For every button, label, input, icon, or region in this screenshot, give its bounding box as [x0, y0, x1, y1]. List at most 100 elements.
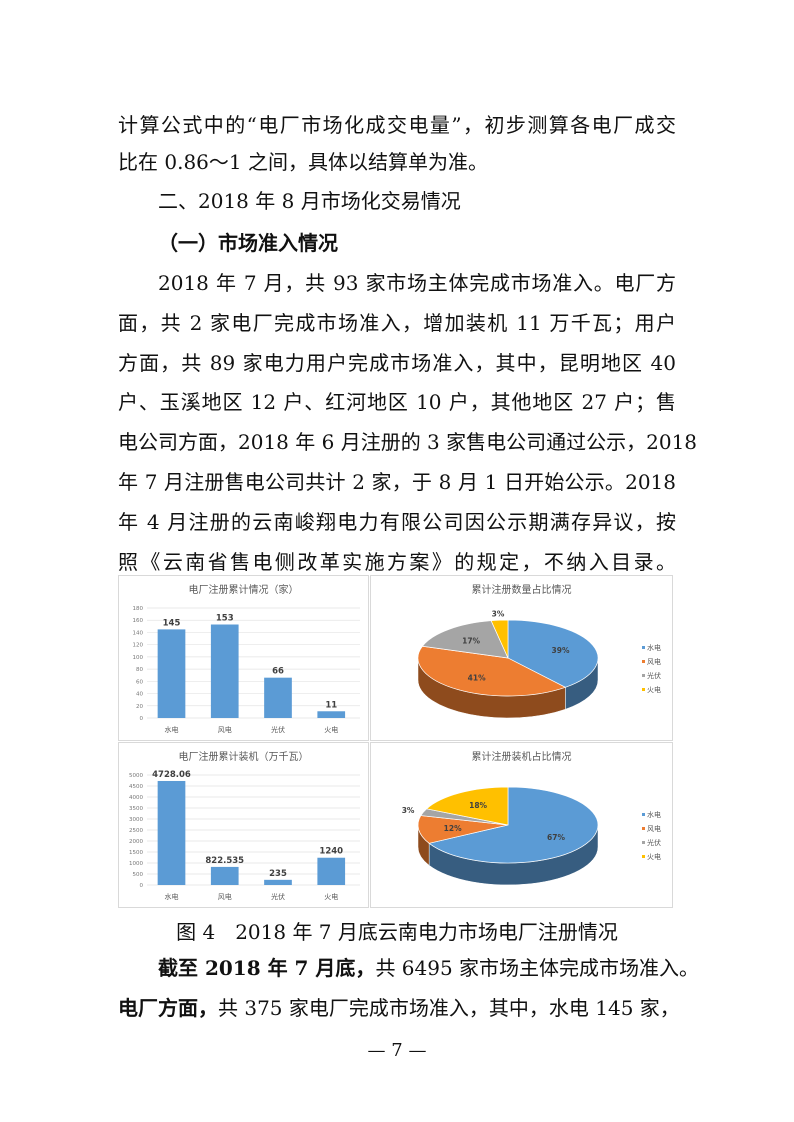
- data-label: 235: [269, 869, 287, 879]
- pie-slice: [490, 619, 509, 659]
- y-tick-label: 500: [133, 872, 144, 878]
- data-label: 3%: [402, 806, 415, 815]
- legend-swatch: [642, 646, 645, 649]
- text-line: 2018 年 7 月，共 93 家市场主体完成市场准入。电厂方: [158, 271, 676, 295]
- bar: [210, 866, 239, 885]
- x-tick-label: 风电: [218, 725, 232, 734]
- section-heading: 二、2018 年 8 月市场化交易情况: [158, 189, 461, 213]
- y-tick-label: 40: [136, 692, 143, 698]
- text-line: 户、玉溪地区 12 户、红河地区 10 户，其他地区 27 户；售: [118, 390, 676, 414]
- y-tick-label: 60: [136, 679, 143, 685]
- x-tick-label: 光伏: [271, 725, 285, 734]
- pie-chart-capacity-share: 累计注册装机占比情况 67% 12% 3% 18% 水电风电光伏火电: [370, 742, 673, 908]
- legend-label: 火电: [647, 685, 661, 694]
- text-line: 方面，共 89 家电力用户完成市场准入，其中，昆明地区 40: [118, 351, 676, 375]
- data-label: 153: [216, 614, 234, 624]
- y-tick-label: 100: [133, 655, 144, 661]
- data-label: 66: [272, 667, 284, 677]
- legend-label: 光伏: [647, 838, 661, 847]
- x-tick-label: 光伏: [271, 892, 285, 901]
- text-line: 照《云南省售电侧改革实施方案》的规定，不纳入目录。: [118, 550, 676, 574]
- chart-title: 累计注册数量占比情况: [472, 583, 572, 596]
- legend-label: 火电: [647, 852, 661, 861]
- pie-slice: [425, 786, 509, 826]
- legend-swatch: [642, 855, 645, 858]
- bar-chart-capacity: 电厂注册累计装机（万千瓦） 0 500 1000 1500 2000 2500 3000 350…: [118, 742, 369, 908]
- bar: [317, 857, 346, 885]
- data-label: 4728.06: [152, 770, 191, 780]
- bar: [157, 780, 186, 885]
- data-label: 12%: [444, 824, 462, 833]
- y-tick-label: 3500: [129, 806, 143, 812]
- legend-swatch: [642, 841, 645, 844]
- legend-swatch: [642, 688, 645, 691]
- pie-slice: [417, 645, 567, 697]
- x-tick-label: 风电: [218, 892, 232, 901]
- data-label: 1240: [319, 847, 343, 857]
- data-label: 3%: [492, 609, 505, 618]
- y-tick-label: 140: [133, 630, 144, 636]
- text-line: 计算公式中的“电厂市场化成交电量”，初步测算各电厂成交: [118, 113, 676, 137]
- y-tick-label: 2000: [129, 839, 143, 845]
- text: 共 375 家电厂完成市场准入，其中，水电 145 家，: [218, 996, 680, 1020]
- y-tick-label: 3000: [129, 817, 143, 823]
- legend-swatch: [642, 813, 645, 816]
- legend-label: 风电: [647, 824, 661, 833]
- pie-slice: [428, 786, 599, 864]
- text-line: 电公司方面，2018 年 6 月注册的 3 家售电公司通过公示，2018: [118, 430, 698, 454]
- bar: [264, 879, 292, 885]
- data-label: 17%: [462, 636, 480, 645]
- y-tick-label: 80: [136, 667, 143, 673]
- data-label: 822.535: [205, 856, 244, 866]
- pie-chart-count-share: 累计注册数量占比情况 39% 41% 17% 3% 水电 风电 光伏 火电: [370, 575, 673, 741]
- y-tick-label: 2500: [129, 828, 143, 834]
- legend-swatch: [642, 827, 645, 830]
- y-tick-label: 180: [133, 606, 144, 612]
- text-line: 面，共 2 家电厂完成市场准入，增加装机 11 万千瓦；用户: [118, 311, 676, 335]
- y-tick-label: 160: [133, 618, 144, 624]
- data-label: 39%: [552, 646, 570, 655]
- legend-swatch: [642, 674, 645, 677]
- page-number: — 7 —: [367, 1040, 427, 1061]
- bar: [157, 629, 186, 718]
- text-line: 截至 2018 年 7 月底，共 6495 家市场主体完成市场准入。: [158, 956, 699, 980]
- chart-title: 累计注册装机占比情况: [472, 750, 572, 763]
- legend-label: 风电: [647, 657, 661, 666]
- bar: [264, 677, 292, 718]
- bar: [210, 624, 239, 718]
- pie-slice: [421, 620, 509, 659]
- y-tick-label: 120: [133, 643, 144, 649]
- legend-label: 水电: [647, 643, 661, 652]
- chart-title: 电厂注册累计情况（家）: [189, 583, 299, 596]
- y-tick-label: 20: [136, 704, 143, 710]
- text-line: 比在 0.86～1 之间，具体以结算单为准。: [118, 150, 488, 174]
- data-label: 145: [163, 618, 181, 628]
- bold-text: 电厂方面，: [118, 996, 218, 1020]
- pie-slice: [507, 619, 599, 688]
- subsection-heading: （一）市场准入情况: [158, 231, 338, 255]
- x-tick-label: 火电: [324, 892, 338, 901]
- data-label: 67%: [547, 833, 565, 842]
- x-tick-label: 水电: [164, 725, 178, 734]
- legend-label: 水电: [647, 810, 661, 819]
- y-tick-label: 5000: [129, 773, 143, 779]
- data-label: 18%: [469, 801, 487, 810]
- chart-svg: 电厂注册累计情况（家） 0 20 40 60 80 100 120 140 160 180 145 水电…: [133, 583, 360, 734]
- bold-text: 截至 2018 年 7 月底，: [158, 956, 376, 980]
- legend-swatch: [642, 660, 645, 663]
- figure-caption: 图 4 2018 年 7 月底云南电力市场电厂注册情况: [176, 920, 618, 944]
- text-line: 年 7 月注册售电公司共计 2 家，于 8 月 1 日开始公示。2018: [118, 470, 676, 494]
- text: 共 6495 家市场主体完成市场准入。: [375, 956, 700, 980]
- y-tick-label: 4500: [129, 784, 143, 790]
- y-tick-label: 0: [140, 716, 144, 722]
- chart-title: 电厂注册累计装机（万千瓦）: [179, 750, 309, 763]
- y-tick-label: 1000: [129, 861, 143, 867]
- text-line: 电厂方面，共 375 家电厂完成市场准入，其中，水电 145 家，: [118, 996, 680, 1020]
- y-tick-label: 1500: [129, 850, 143, 856]
- x-tick-label: 水电: [164, 892, 178, 901]
- data-label: 41%: [468, 673, 486, 682]
- x-tick-label: 火电: [324, 725, 338, 734]
